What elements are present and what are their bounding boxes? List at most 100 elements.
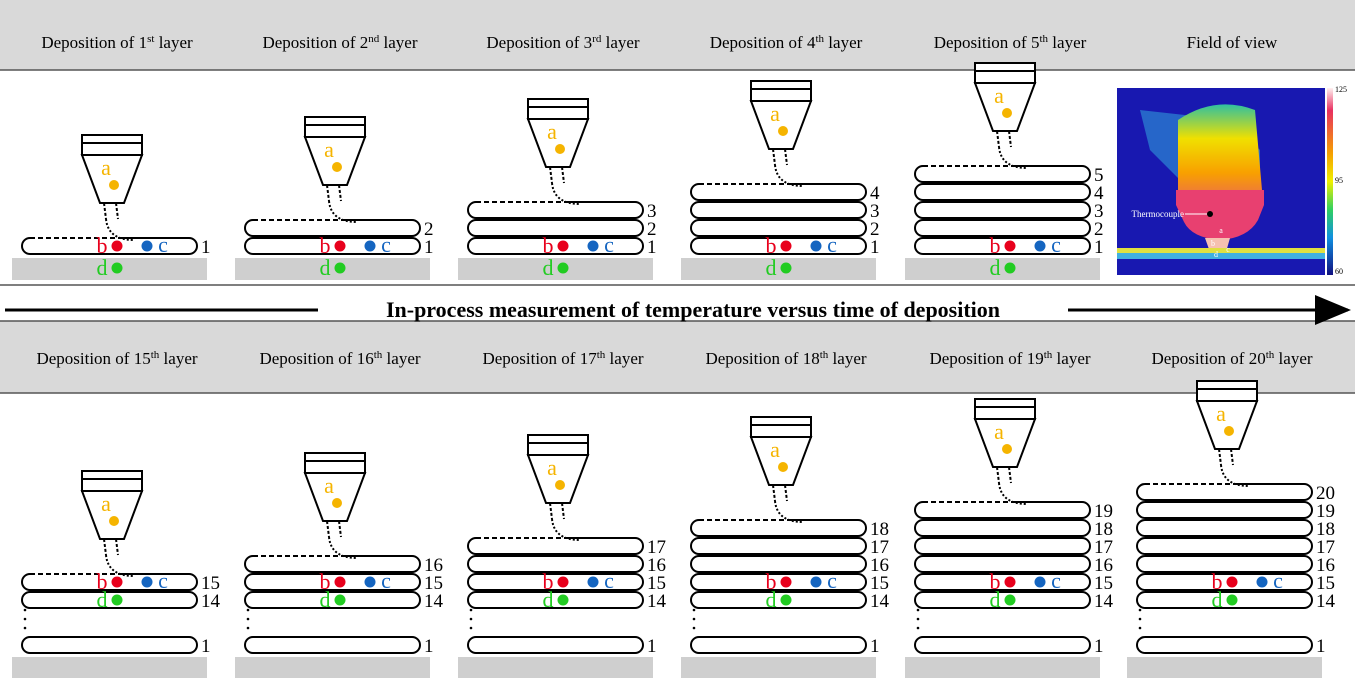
point-label: b — [1212, 569, 1223, 594]
superscript: th — [374, 349, 383, 361]
layer-number: 14 — [201, 591, 221, 612]
point-a — [1002, 444, 1012, 454]
panel-header: Field of view — [1187, 33, 1278, 52]
point-b — [334, 576, 346, 588]
point-a — [778, 126, 788, 136]
layer — [467, 573, 644, 591]
header-text: layer — [154, 33, 193, 52]
header-text: Deposition of 19 — [929, 349, 1043, 368]
layer-number: 15 — [1094, 573, 1113, 594]
layer-number: 18 — [870, 519, 889, 540]
layer-number: 1 — [647, 636, 657, 657]
layer-number: 1 — [424, 636, 434, 657]
point-c — [364, 240, 376, 252]
point-label: c — [381, 568, 391, 593]
point-a — [555, 480, 565, 490]
layer — [690, 519, 867, 537]
layer-number: 2 — [1094, 219, 1104, 240]
point-label: d — [990, 255, 1001, 280]
layer — [21, 573, 198, 591]
point-c — [141, 576, 153, 588]
nozzle-tip — [326, 184, 342, 202]
point-d — [334, 594, 346, 606]
nozzle-box — [1196, 380, 1258, 402]
point-label: d — [97, 587, 108, 612]
nozzle-box — [304, 452, 366, 474]
point-a — [555, 144, 565, 154]
point-a — [109, 516, 119, 526]
nozzle — [973, 418, 1037, 468]
point-label: a — [770, 437, 780, 462]
layer-number: 16 — [647, 555, 666, 576]
header-text: layer — [1052, 349, 1091, 368]
point-b — [1004, 576, 1016, 588]
header-text: Deposition of 16 — [259, 349, 373, 368]
superscript: nd — [368, 33, 380, 45]
superscript: th — [820, 349, 829, 361]
layer-number: 15 — [647, 573, 666, 594]
layer — [914, 219, 1091, 237]
ellipsis-dot — [692, 617, 696, 621]
layer-number: 3 — [1094, 201, 1104, 222]
point-c — [141, 240, 153, 252]
nozzle — [526, 118, 590, 168]
layer — [467, 555, 644, 573]
point-label: d — [1214, 250, 1218, 259]
nozzle-tip — [772, 148, 788, 166]
nozzle — [303, 136, 367, 186]
point-label: b — [97, 569, 108, 594]
layer — [690, 591, 867, 609]
nozzle — [80, 490, 144, 540]
substrate — [681, 657, 876, 679]
header-text: Deposition of 18 — [705, 349, 819, 368]
layer — [1136, 573, 1313, 591]
panel-header: Deposition of 20th layer — [1151, 349, 1312, 368]
superscript: th — [1039, 33, 1048, 45]
point-b — [557, 576, 569, 588]
superscript: st — [147, 33, 154, 45]
layer-number: 1 — [870, 636, 880, 657]
point-label: a — [770, 101, 780, 126]
thermal-image — [1117, 88, 1333, 275]
nozzle-tip — [549, 166, 565, 184]
substrate — [681, 258, 876, 280]
panel-header: Deposition of 18th layer — [705, 349, 866, 368]
layer-number: 1 — [647, 237, 657, 258]
superscript: th — [815, 33, 824, 45]
point-label: b — [1211, 239, 1215, 248]
point-label: a — [547, 119, 557, 144]
layer-number: 3 — [647, 201, 657, 222]
layer-number: 16 — [424, 555, 443, 576]
point-d — [1004, 262, 1016, 274]
layer — [467, 237, 644, 255]
point-label: b — [990, 233, 1001, 258]
layer-number: 16 — [1316, 555, 1335, 576]
layer-number: 15 — [1316, 573, 1335, 594]
layer — [914, 573, 1091, 591]
ellipsis-dot — [916, 608, 920, 612]
layer — [914, 636, 1091, 654]
layer-number: 19 — [1316, 501, 1335, 522]
nozzle-tip — [996, 130, 1012, 148]
header-text: Deposition of 3 — [486, 33, 592, 52]
layer-number: 1 — [201, 237, 211, 258]
header-text: Deposition of 20 — [1151, 349, 1265, 368]
point-b — [111, 576, 123, 588]
point-c — [587, 576, 599, 588]
nozzle-box — [750, 416, 812, 438]
layer — [1136, 555, 1313, 573]
layer — [467, 636, 644, 654]
ellipsis-dot — [916, 617, 920, 621]
layer — [1136, 537, 1313, 555]
point-label: d — [1212, 587, 1223, 612]
layer — [690, 537, 867, 555]
nozzle-box — [81, 470, 143, 492]
nozzle — [749, 436, 813, 486]
point-a — [1224, 426, 1234, 436]
ellipsis-dot — [692, 626, 696, 630]
point-label: d — [543, 255, 554, 280]
superscript: th — [597, 349, 606, 361]
layer — [914, 591, 1091, 609]
nozzle-box — [527, 98, 589, 120]
